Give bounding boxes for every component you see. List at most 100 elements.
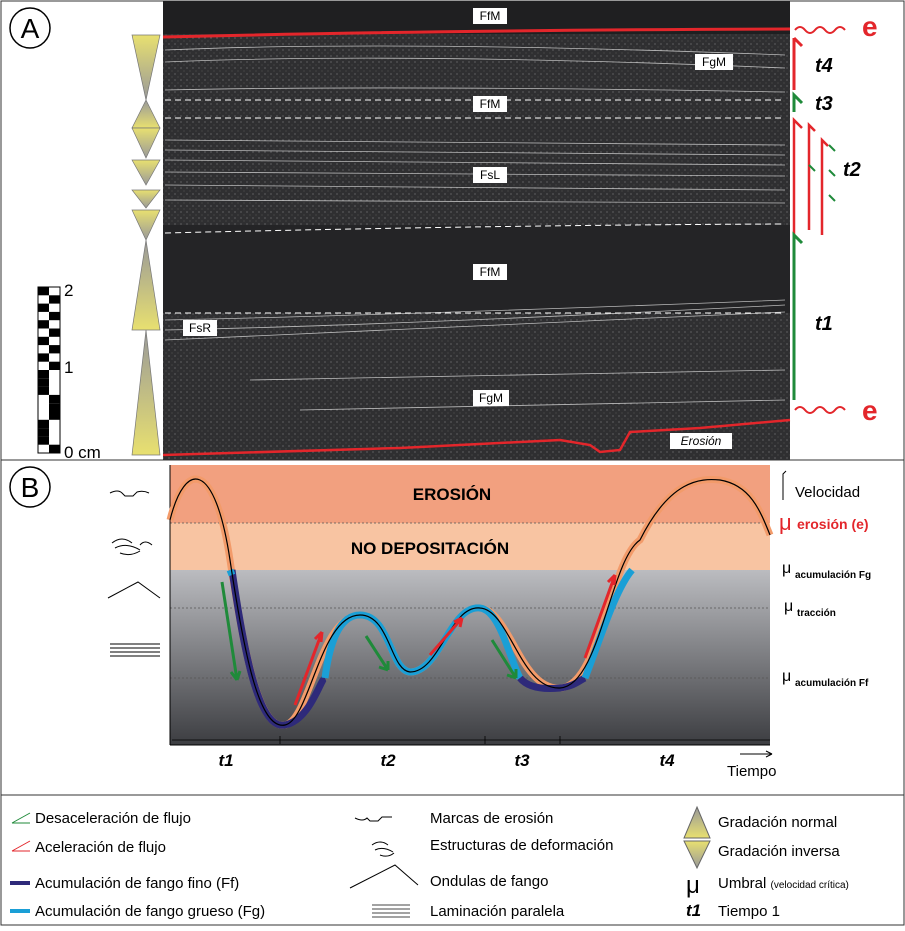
scale-cell (38, 303, 49, 312)
mud-ripple-icon (107, 581, 161, 599)
parallel-lamination-icon (110, 643, 160, 657)
erosion-marks-icon (354, 816, 392, 822)
threshold-label: acumulación Ff (795, 678, 869, 689)
scale-cell (38, 428, 49, 437)
deceleration-arrow (220, 581, 242, 681)
threshold-label: tracción (797, 608, 836, 619)
scale-bar: 2 1 0 cm (37, 281, 101, 462)
mu-symbol: μ (782, 560, 791, 577)
facies-label: FfM (480, 9, 501, 23)
scale-cell (38, 370, 49, 379)
scale-tick: 0 cm (64, 443, 101, 462)
scale-cell (38, 378, 49, 387)
time-label: t3 (514, 751, 530, 770)
facies-label: FfM (480, 97, 501, 111)
erosion-label: Erosión (681, 434, 722, 448)
threshold-label: erosión (e) (797, 516, 869, 532)
scale-tick: 1 (64, 358, 73, 377)
time-label: t2 (843, 159, 861, 181)
facies-label: FgM (702, 55, 726, 69)
panel-a-label: A (21, 13, 40, 44)
deformation-icon (371, 841, 395, 857)
legend-item: Acumulación de fango grueso (Fg) (35, 903, 265, 920)
zone-label: NO DEPOSITACIÓN (351, 539, 509, 558)
legend: Desaceleración de flujo Aceleración de f… (10, 805, 849, 920)
legend-item: Acumulación de fango fino (Ff) (35, 875, 239, 892)
threshold-label: acumulación Fg (795, 570, 871, 581)
deceleration-icon (11, 812, 31, 824)
time-axis-label: Tiempo (727, 763, 776, 780)
facies-label: FfM (480, 265, 501, 279)
velocity-axis-label: Velocidad (795, 484, 860, 501)
legend-item: Gradación inversa (718, 843, 840, 860)
mu-symbol: μ (782, 668, 791, 685)
mu-symbol: μ (784, 598, 793, 615)
scale-cell (38, 336, 49, 346)
acceleration-arrow (428, 616, 464, 656)
normal-grading-icon (683, 805, 711, 839)
scale-cell (49, 361, 60, 370)
facies-label: FsL (480, 168, 500, 182)
legend-item: Tiempo 1 (718, 903, 780, 920)
velocity-curve (169, 478, 771, 726)
facies-label: FsR (189, 321, 211, 335)
erosion-wave-icon (794, 406, 846, 414)
legend-item: Ondulas de fango (430, 873, 548, 890)
scale-cell (49, 444, 60, 453)
deceleration-arrow (364, 635, 390, 672)
grading-column (131, 34, 161, 456)
legend-item: Estructuras de deformación (430, 837, 613, 854)
inverse-grading-icon (683, 840, 711, 870)
acceleration-icon (11, 840, 31, 852)
scale-cell (49, 394, 60, 404)
scale-cell (38, 287, 49, 296)
scale-cell (49, 328, 60, 337)
time-label: t4 (659, 751, 675, 770)
umbral-label: Umbral (718, 875, 766, 892)
scale-cell (49, 411, 60, 420)
scale-cell (38, 320, 49, 329)
mu-symbol: μ (686, 872, 700, 899)
zone-label: EROSIÓN (413, 485, 491, 504)
event-column: e e t4 t3 t2 t1 (792, 11, 878, 426)
scale-cell (38, 353, 49, 362)
t1-symbol: t1 (686, 901, 701, 920)
legend-item: Laminación paralela (430, 903, 565, 920)
time-intervals (172, 736, 770, 744)
panel-b-label: B (21, 472, 40, 503)
scale-cell (38, 386, 49, 395)
mud-ripple-icon (349, 864, 419, 889)
facies-label: FgM (479, 391, 503, 405)
scale-cell (49, 311, 60, 321)
scale-cell (38, 419, 49, 429)
legend-item: Aceleración de flujo (35, 839, 166, 856)
scale-cell (49, 295, 60, 304)
time-label: t4 (815, 55, 833, 77)
mu-symbol: μ (779, 510, 792, 535)
deformation-icon (111, 538, 153, 556)
time-label: t3 (815, 93, 833, 115)
deposition-zone (170, 570, 770, 745)
scale-cell (49, 345, 60, 354)
legend-item: Marcas de erosión (430, 810, 553, 827)
no-deposition-zone (170, 523, 770, 570)
legend-item: Desaceleración de flujo (35, 810, 191, 827)
time-label: t1 (815, 313, 833, 335)
erosion-wave-icon (794, 26, 846, 34)
deceleration-arrow (490, 639, 518, 680)
acceleration-arrow (293, 630, 324, 706)
time-label: t2 (380, 751, 396, 770)
scale-cell (38, 436, 49, 445)
parallel-lamination-icon (372, 904, 410, 918)
legend-item: Umbral (velocidad crítica) (718, 875, 849, 892)
panel-b: B EROSIÓN NO DEPOSITACIÓN t1 t2 t3 t4 Ti… (9, 465, 871, 780)
panel-a: A FfM FgM FfM FsL FfM FsR FgM Erosión 2 … (9, 1, 878, 462)
erosion-event: e (862, 11, 878, 42)
scale-cell (49, 403, 60, 412)
scale-tick: 2 (64, 281, 73, 300)
erosion-event: e (862, 395, 878, 426)
time-label: t1 (218, 751, 233, 770)
umbral-note: (velocidad crítica) (771, 880, 849, 891)
